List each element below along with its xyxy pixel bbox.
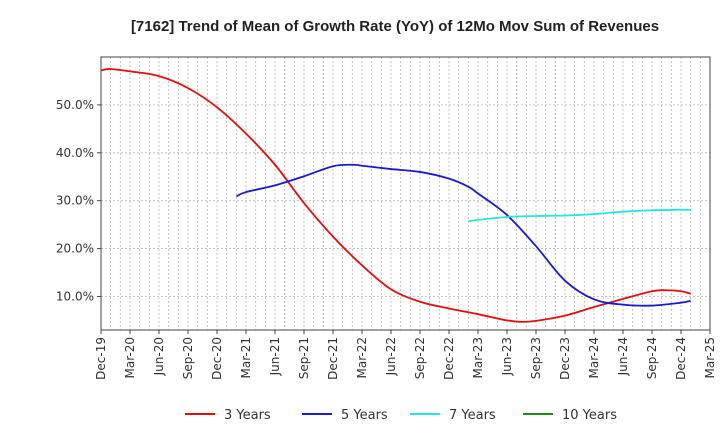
x-tick-label: Jun-22 (384, 337, 398, 376)
legend-label-5-years: 5 Years (341, 408, 388, 423)
y-tick-label: 50.0% (56, 98, 94, 112)
y-tick-label: 30.0% (56, 194, 94, 208)
x-tick-label: Jun-20 (152, 337, 166, 376)
x-tick-label: Dec-20 (210, 337, 224, 380)
series-line-3-years (100, 68, 691, 323)
y-tick-label: 20.0% (56, 242, 94, 256)
x-tick-label: Jun-24 (616, 337, 630, 376)
x-tick-label: Sep-21 (297, 337, 311, 379)
x-tick-label: Jun-21 (268, 337, 282, 376)
x-tick-label: Dec-23 (558, 337, 572, 380)
chart-title: [7162] Trend of Mean of Growth Rate (YoY… (131, 18, 659, 35)
legend-label-10-years: 10 Years (562, 408, 617, 423)
x-tick-label: Dec-21 (326, 337, 340, 380)
y-tick-label: 10.0% (56, 289, 94, 303)
legend-label-3-years: 3 Years (224, 408, 271, 423)
x-tick-label: Sep-23 (529, 337, 543, 379)
legend-label-7-years: 7 Years (449, 408, 496, 423)
legend: 3 Years 5 Years 7 Years 10 Years (185, 408, 617, 423)
y-axis: 10.0% 20.0% 30.0% 40.0% 50.0% (56, 98, 101, 303)
x-tick-label: Dec-19 (94, 337, 108, 380)
x-tick-label: Mar-22 (355, 337, 369, 378)
x-tick-label: Mar-23 (471, 337, 485, 378)
x-tick-label: Mar-24 (587, 337, 601, 378)
plot-frame (100, 56, 711, 331)
series-layer (100, 68, 691, 323)
x-tick-label: Sep-24 (645, 337, 659, 379)
x-tick-label: Mar-25 (703, 337, 717, 378)
x-tick-label: Sep-22 (413, 337, 427, 379)
series-line-5-years (236, 163, 691, 307)
grid (101, 57, 710, 330)
series-line-7-years (468, 208, 691, 223)
x-tick-label: Mar-21 (239, 337, 253, 378)
x-tick-label: Mar-20 (123, 337, 137, 378)
y-tick-label: 40.0% (56, 146, 94, 160)
x-axis: Dec-19 Mar-20 Jun-20 Sep-20 Dec-20 Mar-21 Jun-… (94, 330, 717, 380)
x-tick-label: Dec-24 (674, 337, 688, 380)
x-tick-label: Sep-20 (181, 337, 195, 379)
x-tick-label: Dec-22 (442, 337, 456, 380)
x-tick-label: Jun-23 (500, 337, 514, 376)
